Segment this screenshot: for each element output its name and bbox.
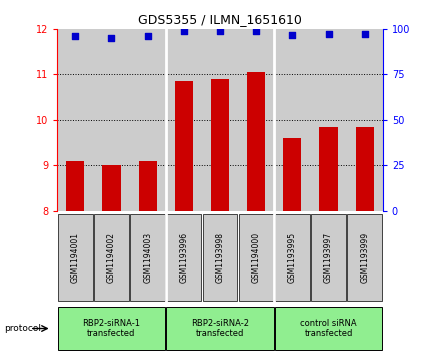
Point xyxy=(253,28,260,34)
Bar xyxy=(274,29,311,211)
Text: GSM1194003: GSM1194003 xyxy=(143,232,152,283)
Bar xyxy=(66,160,84,211)
FancyBboxPatch shape xyxy=(166,307,274,350)
Bar xyxy=(283,138,301,211)
Bar xyxy=(319,127,337,211)
Text: GSM1193998: GSM1193998 xyxy=(216,232,224,283)
FancyBboxPatch shape xyxy=(94,214,129,301)
Point xyxy=(216,28,224,34)
Text: RBP2-siRNA-1
transfected: RBP2-siRNA-1 transfected xyxy=(82,319,140,338)
Point xyxy=(72,33,79,39)
Point xyxy=(108,35,115,41)
Bar xyxy=(93,29,129,211)
Bar xyxy=(129,29,166,211)
Text: GSM1193997: GSM1193997 xyxy=(324,232,333,283)
Bar xyxy=(103,165,121,211)
Point xyxy=(289,33,296,38)
FancyBboxPatch shape xyxy=(58,214,93,301)
Bar xyxy=(211,79,229,211)
Text: GSM1193999: GSM1193999 xyxy=(360,232,369,283)
Bar xyxy=(166,29,202,211)
Bar xyxy=(139,160,157,211)
Point xyxy=(144,33,151,39)
FancyBboxPatch shape xyxy=(239,214,274,301)
Point xyxy=(180,28,187,34)
FancyBboxPatch shape xyxy=(275,214,310,301)
Text: control siRNA
transfected: control siRNA transfected xyxy=(300,319,357,338)
Bar xyxy=(247,72,265,211)
FancyBboxPatch shape xyxy=(130,214,165,301)
Point xyxy=(325,32,332,37)
Text: GSM1193995: GSM1193995 xyxy=(288,232,297,283)
Text: GSM1193996: GSM1193996 xyxy=(180,232,188,283)
Bar xyxy=(57,29,93,211)
FancyBboxPatch shape xyxy=(275,307,382,350)
Bar xyxy=(311,29,347,211)
FancyBboxPatch shape xyxy=(311,214,346,301)
FancyBboxPatch shape xyxy=(166,214,201,301)
FancyBboxPatch shape xyxy=(58,307,165,350)
FancyBboxPatch shape xyxy=(203,214,237,301)
Bar xyxy=(202,29,238,211)
Text: GSM1194000: GSM1194000 xyxy=(252,232,260,283)
Text: protocol: protocol xyxy=(4,324,41,333)
Bar xyxy=(347,29,383,211)
Bar xyxy=(356,127,374,211)
Title: GDS5355 / ILMN_1651610: GDS5355 / ILMN_1651610 xyxy=(138,13,302,26)
Text: GSM1194002: GSM1194002 xyxy=(107,232,116,283)
Point xyxy=(361,32,368,37)
FancyBboxPatch shape xyxy=(347,214,382,301)
Bar xyxy=(175,81,193,211)
Text: RBP2-siRNA-2
transfected: RBP2-siRNA-2 transfected xyxy=(191,319,249,338)
Text: GSM1194001: GSM1194001 xyxy=(71,232,80,283)
Bar xyxy=(238,29,274,211)
